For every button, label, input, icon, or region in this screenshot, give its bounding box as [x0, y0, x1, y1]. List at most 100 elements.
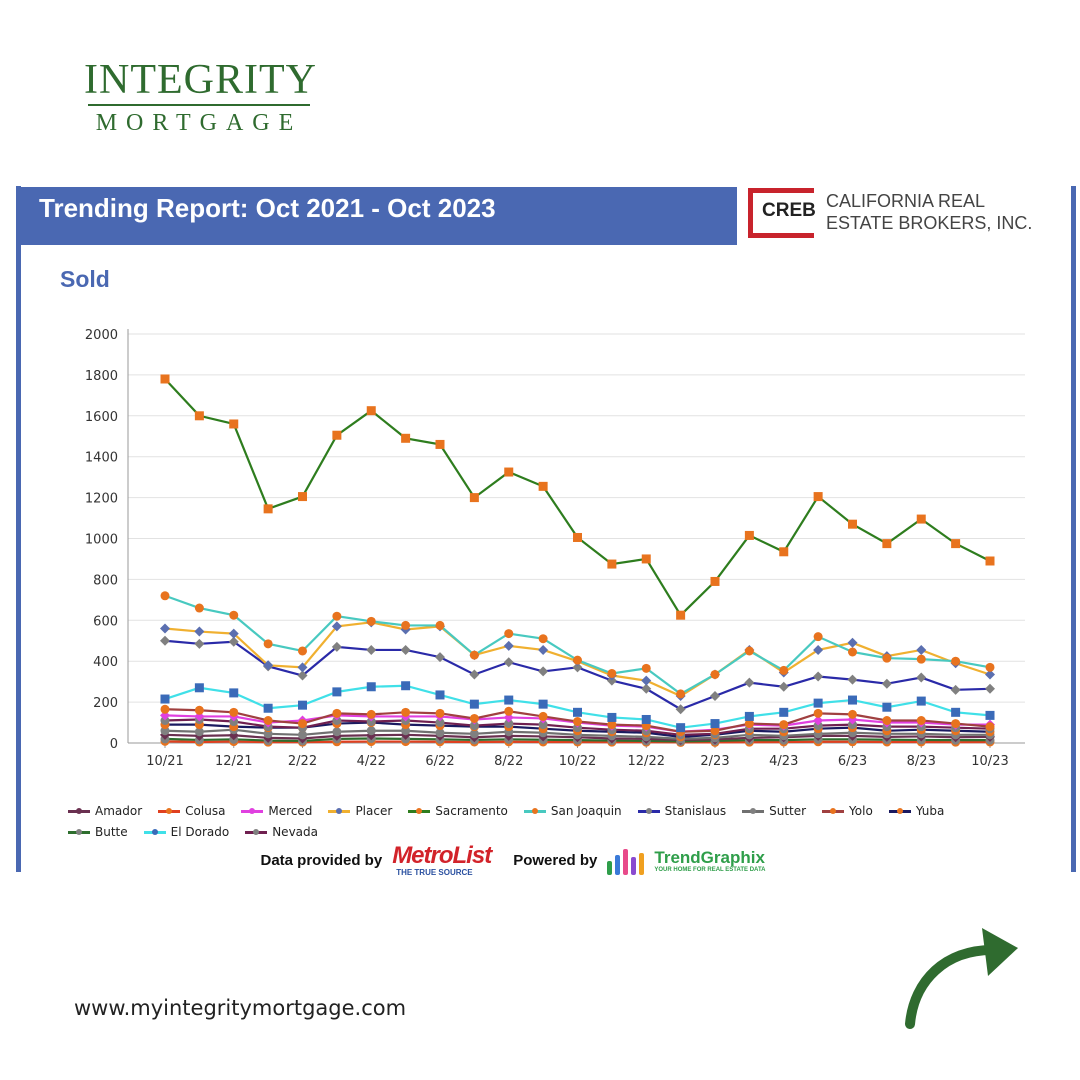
legend-label: El Dorado [170, 825, 230, 839]
chart-legend: Amador Colusa Merced Placer Sacramento San Jo… [68, 804, 1038, 840]
data-point-stanislaus [366, 644, 377, 655]
data-point-san-joaquin [985, 662, 995, 672]
data-point-san-joaquin [332, 611, 342, 621]
data-point-stanislaus [744, 677, 755, 688]
data-point-el-dorado [332, 687, 342, 697]
data-point-sacramento [298, 492, 307, 502]
data-point-sacramento [573, 532, 582, 542]
creb-name-line2: ESTATE BROKERS, INC. [826, 213, 1033, 233]
legend-swatch [158, 808, 181, 814]
sold-line-chart: 0 200 400 600 800 1000 1200 1400 1600 1800 2000 10/… [85, 328, 1025, 769]
data-point-el-dorado [985, 710, 995, 720]
data-point-san-joaquin [916, 654, 926, 664]
data-point-sacramento [882, 539, 892, 549]
legend-item: Stanislaus [637, 804, 726, 819]
x-tick-label: 10/23 [971, 754, 1008, 769]
data-point-san-joaquin [641, 663, 651, 673]
data-point-sutter [435, 728, 445, 738]
creb-mark: CREB [762, 200, 816, 221]
data-point-nevada [366, 717, 376, 727]
data-point-stanislaus [813, 671, 824, 682]
data-point-stanislaus [847, 674, 858, 685]
data-point-el-dorado [263, 703, 273, 713]
data-point-yolo [882, 716, 892, 726]
legend-item: Colusa [158, 804, 225, 819]
legend-item: Yuba [888, 804, 944, 819]
data-point-yolo [607, 720, 617, 730]
data-point-sacramento [676, 610, 686, 620]
data-point-yolo [744, 719, 754, 729]
legend-swatch [68, 829, 90, 835]
legend-item: Yolo [822, 804, 873, 819]
data-point-san-joaquin [573, 655, 582, 665]
legend-swatch [888, 808, 911, 814]
data-point-sacramento [469, 493, 479, 503]
data-point-placer [538, 644, 549, 655]
data-point-placer [813, 644, 824, 655]
x-tick-label: 10/21 [146, 754, 183, 769]
data-point-sacramento [504, 467, 514, 477]
legend-item: Nevada [245, 825, 318, 840]
legend-swatch [245, 829, 268, 835]
data-point-sutter [194, 727, 204, 737]
website-link[interactable]: www.myintegritymortgage.com [74, 996, 407, 1020]
data-point-placer [263, 660, 274, 671]
data-point-stanislaus [194, 638, 205, 649]
data-point-sacramento [744, 530, 754, 540]
data-point-yolo [848, 709, 857, 719]
x-tick-label: 12/22 [628, 754, 665, 769]
data-point-placer [985, 669, 995, 680]
y-tick-label: 200 [93, 696, 118, 711]
legend-label: Nevada [272, 825, 318, 839]
report-frame [16, 186, 1076, 872]
data-point-stanislaus [331, 641, 342, 652]
y-tick-label: 800 [93, 573, 118, 588]
data-point-yolo [469, 713, 479, 723]
data-point-placer [331, 621, 342, 632]
data-point-yolo [985, 722, 995, 732]
data-point-yolo [160, 704, 170, 714]
data-point-san-joaquin [710, 669, 720, 679]
data-point-sacramento [607, 559, 617, 569]
data-point-yolo [435, 708, 445, 718]
y-tick-label: 1000 [85, 533, 118, 548]
data-point-yolo [916, 716, 926, 726]
data-point-san-joaquin [779, 665, 789, 675]
data-point-san-joaquin [607, 668, 617, 678]
data-point-sacramento [160, 374, 170, 384]
legend-swatch [523, 808, 546, 814]
logo-line2: MORTGAGE [95, 110, 303, 136]
data-point-yolo [229, 707, 239, 717]
data-point-el-dorado [848, 695, 857, 705]
data-point-stanislaus [985, 683, 995, 694]
trendgraphix-icon [607, 847, 645, 875]
data-point-nevada [469, 721, 479, 731]
data-point-san-joaquin [366, 616, 376, 626]
data-point-placer [503, 640, 514, 651]
data-point-sacramento [538, 481, 548, 491]
data-point-el-dorado [229, 688, 239, 698]
y-tick-label: 400 [93, 655, 118, 670]
legend-swatch [408, 808, 431, 814]
data-point-el-dorado [813, 698, 823, 708]
data-point-el-dorado [538, 699, 548, 709]
data-point-stanislaus [538, 666, 549, 677]
data-point-nevada [435, 718, 445, 728]
chart-footer: Amador Colusa Merced Placer Sacramento San Jo… [68, 804, 1038, 877]
creb-name-line1: CALIFORNIA REAL [826, 191, 986, 211]
data-point-san-joaquin [848, 647, 857, 657]
data-point-sacramento [951, 539, 961, 549]
data-point-sacramento [985, 556, 995, 566]
legend-item: Sacramento [408, 804, 508, 819]
data-point-stanislaus [916, 672, 927, 683]
data-point-el-dorado [160, 694, 170, 704]
data-credits: Data provided by MetroList THE TRUE SOUR… [260, 844, 765, 878]
report-title: Trending Report: Oct 2021 - Oct 2023 [17, 187, 737, 245]
data-point-stanislaus [297, 670, 308, 681]
data-point-san-joaquin [951, 656, 961, 666]
next-arrow-icon[interactable] [896, 920, 1026, 1030]
data-point-el-dorado [744, 711, 754, 721]
data-point-sacramento [779, 547, 789, 557]
logo-line1: INTEGRITY [84, 57, 317, 103]
x-tick-label: 10/22 [559, 754, 596, 769]
